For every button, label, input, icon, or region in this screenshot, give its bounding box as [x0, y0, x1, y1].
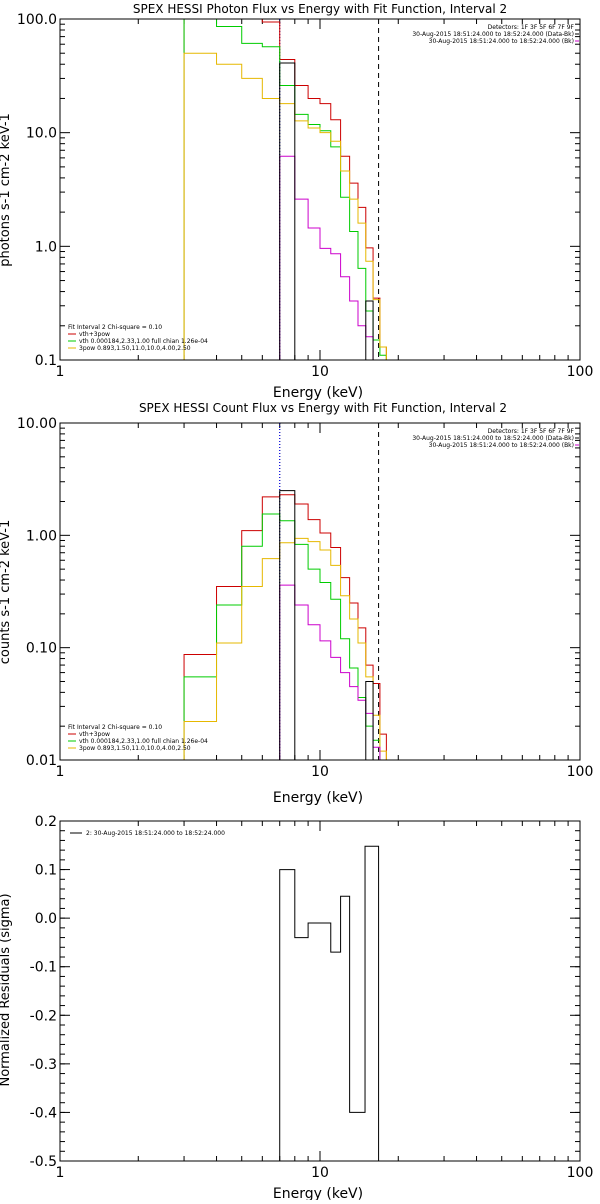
count-flux-plot-area: 1 10 100 0.01 0.10 1.00 10.00 Detectors: 1F 3F …: [17, 416, 593, 780]
count-flux-panel: SPEX HESSI Count Flux vs Energy with Fit…: [0, 401, 593, 806]
y-tick-label: 0.1: [35, 353, 57, 369]
y-tick-label: -0.4: [30, 1105, 57, 1121]
legend-entry: vth+3pow: [79, 731, 110, 738]
residuals-plot-area: 1 10 100 -0.5 -0.4 -0.3 -0.2 -0.1 0.0 0.1 0.2 2: 30…: [30, 814, 594, 1181]
y-tick-label: 0.01: [26, 753, 57, 769]
y-tick-label: -0.2: [30, 1008, 57, 1024]
photon-flux-xlabel: Energy (keV): [273, 385, 363, 401]
residuals-panel: 1 10 100 -0.5 -0.4 -0.3 -0.2 -0.1 0.0 0.1 0.2 2: 30…: [0, 814, 594, 1202]
series-group: [183, 490, 393, 760]
series-3pow-line: [183, 537, 393, 760]
y-tick-label: 0.0: [35, 911, 57, 927]
y-tick-label: 0.10: [26, 641, 57, 657]
x-tick-label: 1: [56, 764, 65, 780]
info-line: 30-Aug-2015 18:51:24.000 to 18:52:24.000…: [429, 442, 574, 449]
x-tick-label: 1: [56, 1165, 65, 1181]
series-data-line: [279, 62, 380, 360]
y-tick-label: 10.00: [17, 416, 57, 432]
series-vth-3pow-line: [183, 19, 393, 360]
x-tick-label: 10: [311, 364, 329, 380]
legend-entry: vth 0.000184,2.33,1.00 full chian 1.26e-…: [79, 338, 208, 345]
info-line: Detectors: 1F 3F 5F 6F 7F 9F: [488, 24, 575, 31]
legend-entry: vth 0.000184,2.33,1.00 full chian 1.26e-…: [79, 738, 208, 745]
legend-header: Fit Interval 2 Chi-square = 0.10: [68, 324, 162, 331]
y-tick-label: -0.5: [30, 1154, 57, 1170]
y-tick-label: -0.1: [30, 960, 57, 976]
count-flux-xlabel: Energy (keV): [273, 790, 363, 806]
legend-entry: 3pow 0.893,1.50,11.0,10.0,4.00,2.50: [79, 745, 191, 752]
count-flux-title: SPEX HESSI Count Flux vs Energy with Fit…: [139, 401, 507, 415]
x-tick-label: 100: [567, 764, 594, 780]
legend-entry: 2: 30-Aug-2015 18:51:24.000 to 18:52:24.…: [86, 830, 225, 837]
photon-flux-ylabel: photons s-1 cm-2 keV-1: [0, 113, 13, 267]
series-vth-line: [183, 19, 393, 360]
x-tick-label: 10: [311, 1165, 329, 1181]
legend-entry: 3pow 0.893,1.50,11.0,10.0,4.00,2.50: [79, 345, 191, 352]
y-tick-label: 0.1: [35, 863, 57, 879]
y-tick-label: 10.0: [26, 126, 57, 142]
y-tick-label: 1.00: [26, 528, 57, 544]
x-tick-label: 100: [567, 1165, 594, 1181]
series-data-line: [279, 490, 380, 760]
x-tick-label: 10: [311, 764, 329, 780]
x-tick-label: 100: [567, 364, 594, 380]
y-tick-label: -0.3: [30, 1057, 57, 1073]
x-tick-label: 1: [56, 364, 65, 380]
info-line: 30-Aug-2015 18:51:24.000 to 18:52:24.000…: [412, 435, 574, 442]
series-group: [183, 19, 393, 360]
y-tick-label: 1.0: [35, 239, 57, 255]
residuals-frame: [59, 820, 581, 1162]
info-line: 30-Aug-2015 18:51:24.000 to 18:52:24.000…: [429, 38, 574, 45]
residuals-xlabel: Energy (keV): [273, 1186, 363, 1200]
info-line: Detectors: 1F 3F 5F 6F 7F 9F: [488, 428, 575, 435]
y-tick-label: 0.2: [35, 814, 57, 830]
info-line: 30-Aug-2015 18:51:24.000 to 18:52:24.000…: [412, 31, 574, 38]
series-3pow-line: [183, 52, 393, 360]
residuals-ylabel: Normalized Residuals (sigma): [0, 893, 13, 1086]
y-tick-label: 100.0: [17, 12, 57, 28]
photon-flux-title: SPEX HESSI Photon Flux vs Energy with Fi…: [133, 2, 507, 16]
photon-flux-panel: SPEX HESSI Photon Flux vs Energy with Fi…: [0, 2, 594, 401]
photon-flux-plot-area: 1 10 100 0.1 1.0 10.0 100.0 Detectors: 1F 3F 5F…: [17, 12, 594, 380]
series-bk-line: [279, 584, 381, 760]
series-vth-3pow-line: [183, 494, 393, 760]
series-residuals-line: [279, 845, 380, 1161]
series-group: [279, 845, 380, 1161]
legend-entry: vth+3pow: [79, 331, 110, 338]
legend-header: Fit Interval 2 Chi-square = 0.10: [68, 724, 162, 731]
photon-flux-frame: [59, 18, 581, 361]
count-flux-ylabel: counts s-1 cm-2 keV-1: [0, 520, 13, 665]
count-flux-frame: [59, 422, 581, 761]
series-vth-line: [183, 513, 393, 760]
